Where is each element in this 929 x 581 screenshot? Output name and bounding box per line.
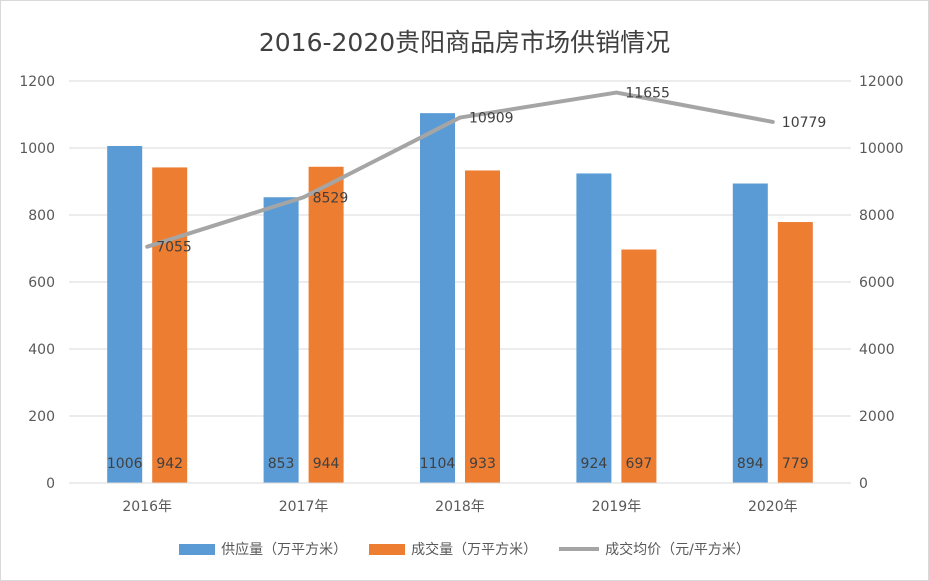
x-tick-label: 2020年 — [748, 499, 798, 515]
point-avg-price — [303, 196, 305, 198]
data-label-supply: 894 — [737, 456, 764, 472]
legend-label-avg-price: 成交均价（元/平方米） — [605, 542, 750, 558]
legend-item-supply: 供应量（万平方米） — [179, 539, 347, 559]
y-left-tick-label: 400 — [28, 342, 55, 358]
bar-supply — [420, 113, 455, 483]
x-tick-label: 2018年 — [435, 499, 485, 515]
line-avg-price — [145, 90, 775, 249]
data-label-transaction: 697 — [626, 456, 653, 472]
data-label-supply: 924 — [581, 456, 608, 472]
bar-supply — [263, 197, 299, 483]
data-label-transaction: 942 — [156, 456, 183, 472]
bar-supply — [107, 145, 143, 484]
x-tick-label: 2016年 — [122, 499, 172, 515]
point-avg-price — [772, 121, 774, 123]
legend-swatch-transaction — [369, 543, 406, 555]
bar-supply — [732, 183, 768, 483]
bar-transaction — [308, 166, 344, 483]
data-label-avg-price: 10909 — [469, 111, 514, 127]
legend: 供应量（万平方米） 成交量（万平方米） 成交均价（元/平方米） — [1, 539, 928, 559]
data-label-avg-price: 8529 — [313, 190, 349, 206]
y-left-tick-label: 200 — [28, 409, 55, 425]
point-avg-price — [615, 92, 617, 94]
y-right-tick-label: 4000 — [859, 342, 895, 358]
bar-transaction — [152, 167, 188, 483]
data-label-transaction: 944 — [313, 456, 340, 472]
data-label-supply: 853 — [268, 456, 295, 472]
y-left-tick-label: 1200 — [19, 74, 55, 90]
legend-swatch-avg-price — [559, 547, 600, 551]
data-label-transaction: 779 — [782, 456, 809, 472]
legend-item-transaction: 成交量（万平方米） — [369, 539, 537, 559]
data-label-avg-price: 7055 — [156, 240, 192, 256]
y-left-tick-label: 600 — [28, 275, 55, 291]
bar-transaction — [777, 222, 813, 483]
y-left-tick-label: 0 — [46, 476, 55, 492]
chart-title: 2016-2020贵阳商品房市场供销情况 — [258, 28, 671, 57]
legend-swatch-supply — [179, 543, 216, 555]
data-label-transaction: 933 — [469, 456, 496, 472]
y-right-tick-label: 12000 — [859, 74, 904, 90]
legend-label-transaction: 成交量（万平方米） — [411, 542, 538, 558]
bar-supply — [576, 173, 612, 483]
point-avg-price — [459, 117, 461, 119]
y-right-tick-label: 10000 — [859, 141, 904, 157]
x-tick-label: 2017年 — [279, 499, 329, 515]
y-left-tick-label: 800 — [28, 208, 55, 224]
data-label-supply: 1104 — [420, 456, 456, 472]
legend-label-supply: 供应量（万平方米） — [221, 542, 348, 558]
data-label-supply: 1006 — [107, 456, 143, 472]
y-right-tick-label: 2000 — [859, 409, 895, 425]
y-right-tick-label: 8000 — [859, 208, 895, 224]
bar-transaction — [465, 170, 500, 483]
point-avg-price — [146, 246, 148, 248]
y-right-tick-label: 0 — [859, 476, 868, 492]
legend-item-avg-price: 成交均价（元/平方米） — [559, 539, 750, 559]
y-left-tick-label: 1000 — [19, 141, 55, 157]
y-right-tick-label: 6000 — [859, 275, 895, 291]
data-label-avg-price: 11655 — [625, 86, 670, 102]
bar-transaction — [621, 249, 657, 483]
x-tick-label: 2019年 — [592, 499, 642, 515]
data-label-avg-price: 10779 — [782, 115, 827, 131]
